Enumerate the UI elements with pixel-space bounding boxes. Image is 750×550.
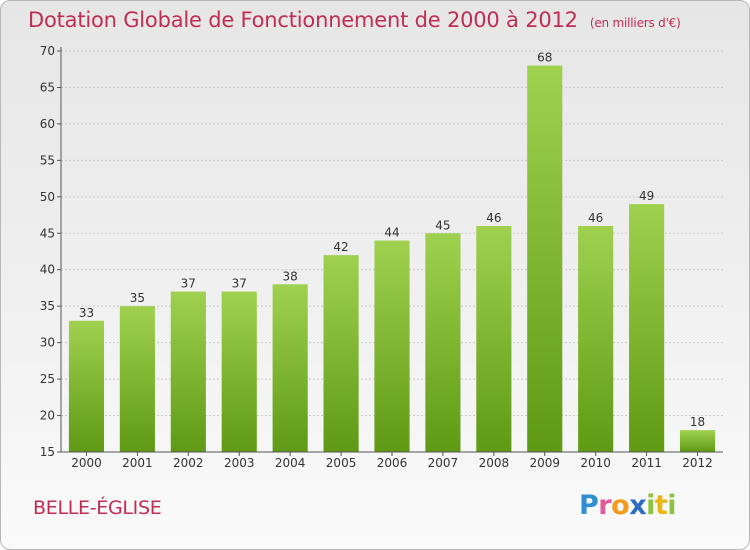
bar	[578, 225, 614, 452]
x-tick-label: 2005	[326, 456, 357, 470]
data-label: 37	[181, 277, 196, 291]
data-label: 18	[690, 415, 705, 429]
bar	[221, 291, 257, 452]
y-tick-label: 55	[40, 153, 55, 167]
y-tick-label: 40	[40, 263, 55, 277]
axes: 15 20 25 30 35 40 45 50 55 60 65 70 2000 2001 2002 2003…	[40, 44, 723, 470]
x-tick-label: 2007	[428, 456, 459, 470]
y-tick-label: 70	[40, 44, 55, 58]
data-label: 44	[384, 226, 399, 240]
data-label: 35	[130, 291, 145, 305]
x-tick-label: 2000	[71, 456, 102, 470]
data-label: 45	[435, 218, 450, 232]
x-tick-label: 2010	[580, 456, 611, 470]
bar	[679, 430, 716, 452]
y-tick-label: 25	[40, 372, 55, 386]
proxiti-logo: Proxiti	[579, 490, 677, 521]
data-label: 46	[486, 211, 501, 225]
data-label: 49	[639, 189, 654, 203]
x-tick-label: 2009	[529, 456, 560, 470]
data-label: 68	[537, 51, 552, 65]
bar	[527, 65, 563, 452]
y-tick-label: 45	[40, 226, 55, 240]
y-tick-label: 60	[40, 117, 55, 131]
x-tick-label: 2001	[122, 456, 153, 470]
bar	[119, 306, 155, 452]
commune-name: BELLE-ÉGLISE	[33, 497, 162, 519]
bar	[374, 240, 410, 452]
data-label: 38	[283, 269, 298, 283]
y-tick-label: 30	[40, 336, 55, 350]
data-label: 37	[232, 277, 247, 291]
bar	[170, 291, 206, 452]
bar	[629, 204, 665, 452]
y-tick-label: 35	[40, 299, 55, 313]
data-label: 33	[79, 306, 94, 320]
bars	[68, 65, 716, 452]
bar	[272, 284, 308, 452]
y-tick-label: 65	[40, 80, 55, 94]
value-labels: 33 35 37 37 38 42 44 45 46 68 46 49 18	[79, 51, 705, 430]
x-tick-label: 2003	[224, 456, 255, 470]
x-tick-label: 2004	[275, 456, 306, 470]
bar	[425, 233, 461, 452]
x-tick-label: 2002	[173, 456, 204, 470]
chart-title: Dotation Globale de Fonctionnement de 20…	[28, 8, 681, 32]
bar	[68, 320, 105, 452]
x-tick-label: 2006	[377, 456, 408, 470]
y-tick-label: 15	[40, 445, 55, 459]
bar	[323, 255, 359, 452]
chart-unit: (en milliers d'€)	[589, 16, 681, 30]
x-tick-label: 2008	[479, 456, 510, 470]
data-label: 42	[333, 240, 348, 254]
y-tick-label: 50	[40, 190, 55, 204]
x-tick-label: 2012	[682, 456, 713, 470]
bar	[476, 225, 512, 452]
data-label: 46	[588, 211, 603, 225]
y-tick-label: 20	[40, 409, 55, 423]
chart-title-text: Dotation Globale de Fonctionnement de 20…	[28, 8, 578, 32]
x-tick-label: 2011	[631, 456, 662, 470]
